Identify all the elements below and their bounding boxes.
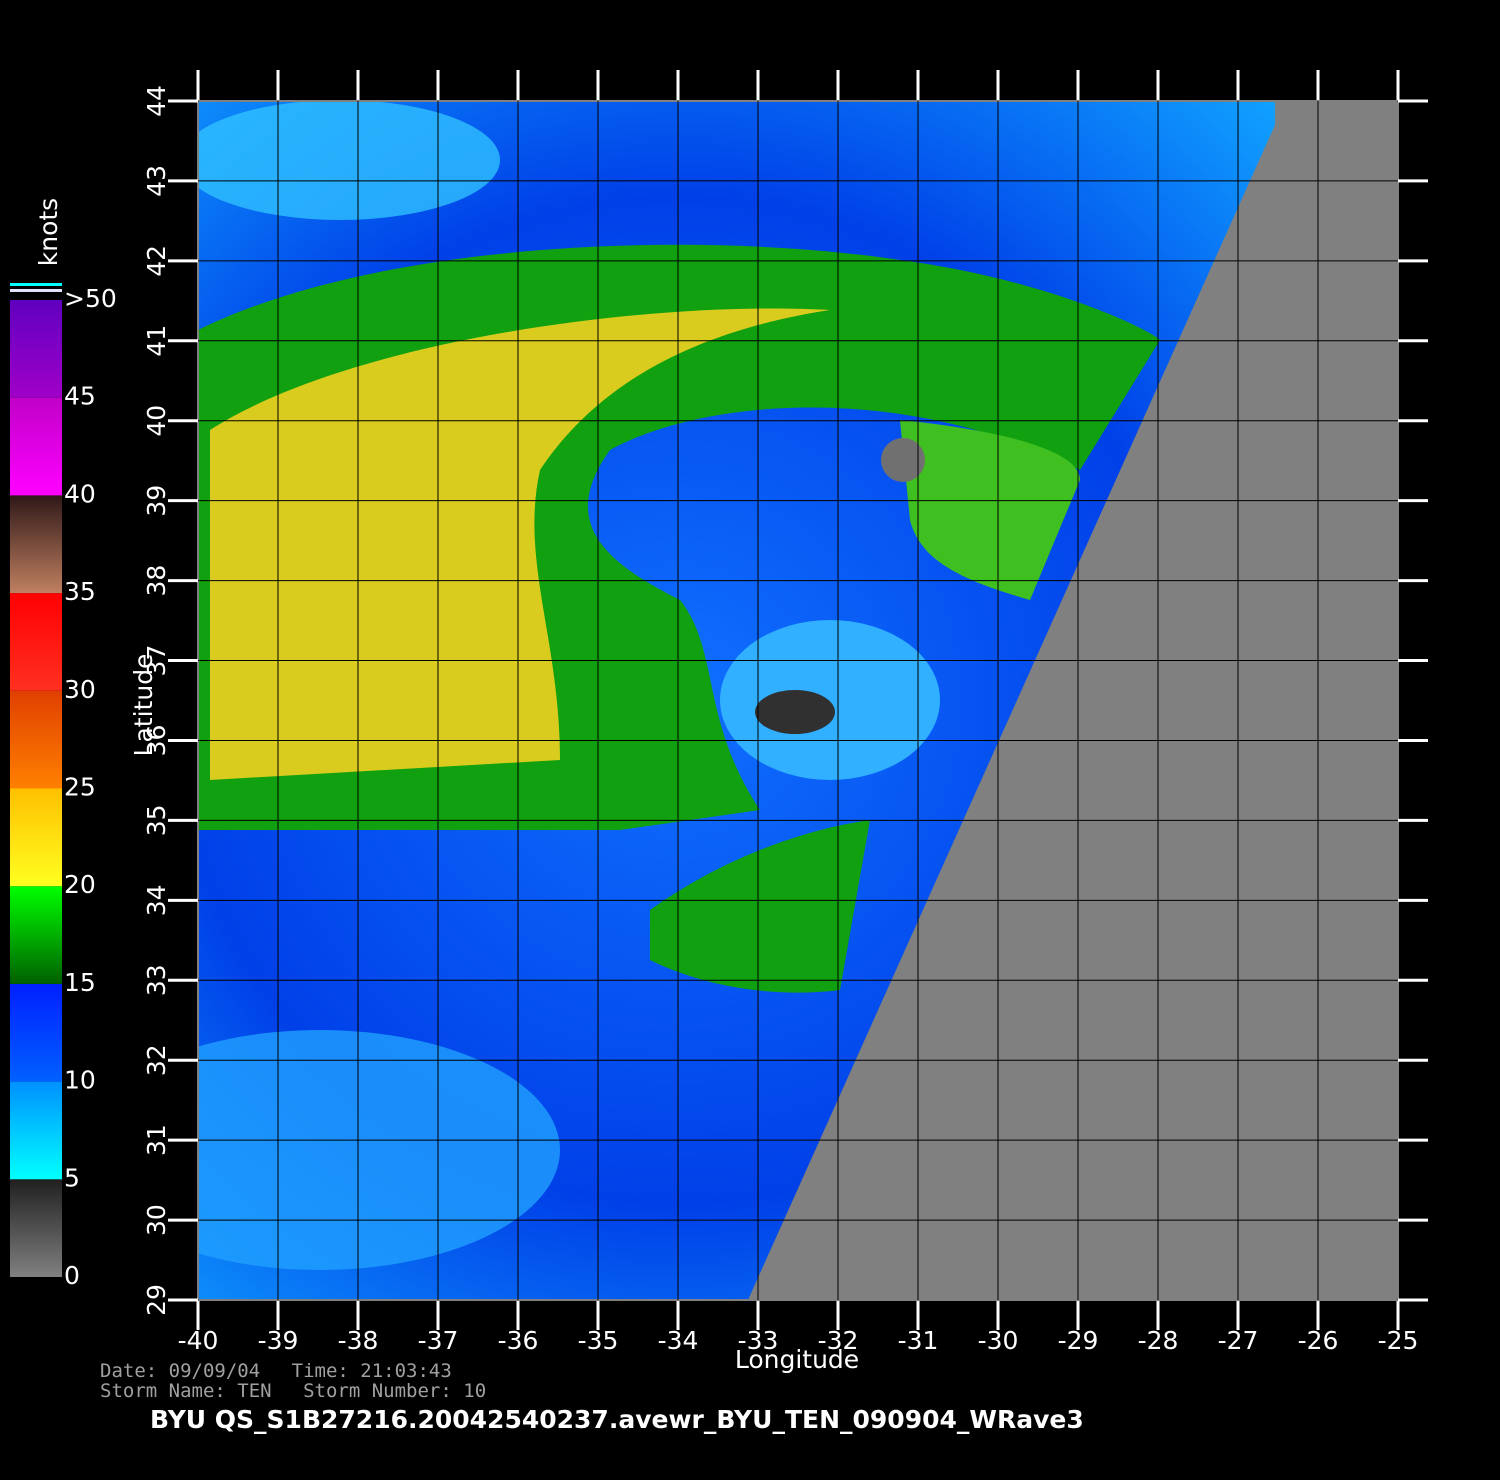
y-tick-label: 41 [142, 325, 171, 357]
colorbar-tick-label: 0 [64, 1261, 80, 1290]
y-tick-label: 31 [142, 1124, 171, 1156]
y-tick-label: 30 [142, 1204, 171, 1236]
y-axis-label: Latitude [129, 654, 158, 757]
title: BYU QS_S1B27216.20042540237.avewr_BYU_TE… [150, 1405, 1084, 1434]
wind-band [650, 820, 870, 993]
colorbar-tick-label: 15 [64, 968, 96, 997]
colorbar-tick-label: 30 [64, 675, 96, 704]
x-tick-label: -39 [258, 1326, 299, 1355]
y-tick-label: 38 [142, 565, 171, 597]
y-tick-label: 33 [142, 964, 171, 996]
wind-band [210, 308, 830, 780]
storm-eye [755, 690, 835, 734]
x-tick-label: -36 [498, 1326, 539, 1355]
colorbar-tick-label: 10 [64, 1066, 96, 1095]
colorbar-band [10, 788, 62, 887]
colorbar-band [10, 690, 62, 789]
x-tick-label: -30 [978, 1326, 1019, 1355]
colorbar-band [10, 983, 62, 1082]
info-line: Storm Name: TEN Storm Number: 10 [100, 1380, 486, 1402]
info-line: Date: 09/09/04 Time: 21:03:43 [100, 1360, 452, 1382]
colorbar-tick-label: 45 [64, 382, 96, 411]
x-tick-label: -38 [338, 1326, 379, 1355]
storm-center [720, 620, 940, 780]
y-tick-label: 40 [142, 405, 171, 437]
y-tick-label: 36 [142, 725, 171, 757]
y-tick-label: 35 [142, 804, 171, 836]
colorbar-tick-label: 25 [64, 773, 96, 802]
colorbar-tick-label: 40 [64, 479, 96, 508]
y-tick-label: 37 [142, 645, 171, 677]
x-tick-label: -28 [1138, 1326, 1179, 1355]
y-tick-label: 44 [142, 85, 171, 117]
colorbar-tick-label: 35 [64, 577, 96, 606]
colorbar-band [10, 1081, 62, 1180]
x-tick-label: -26 [1298, 1326, 1339, 1355]
x-tick-label: -32 [818, 1326, 859, 1355]
x-tick-label: -31 [898, 1326, 939, 1355]
x-tick-label: -35 [578, 1326, 619, 1355]
x-tick-label: -40 [178, 1326, 219, 1355]
x-tick-label: -29 [1058, 1326, 1099, 1355]
x-tick-label: -37 [418, 1326, 459, 1355]
colorbar-band [10, 886, 62, 984]
calm-area [198, 101, 500, 220]
y-tick-label: 39 [142, 485, 171, 517]
island [881, 438, 925, 482]
y-tick-label: 43 [142, 165, 171, 197]
x-tick-label: -25 [1378, 1326, 1419, 1355]
y-tick-label: 42 [142, 245, 171, 277]
colorbar-band [10, 1179, 62, 1277]
colorbar-cap [10, 283, 62, 286]
colorbar-tick-label: >50 [64, 284, 117, 313]
colorbar-tick-label: 5 [64, 1163, 80, 1192]
x-axis-label: Longitude [735, 1345, 859, 1374]
colorbar-band [10, 397, 62, 496]
colorbar-band [10, 593, 62, 691]
y-tick-label: 34 [142, 884, 171, 916]
colorbar-title: knots [34, 198, 63, 266]
x-tick-label: -34 [658, 1326, 699, 1355]
y-tick-label: 29 [142, 1284, 171, 1316]
colorbar-band [10, 495, 62, 594]
no-data [748, 101, 1398, 1300]
wind-band [900, 420, 1080, 600]
colorbar-cap [10, 289, 62, 292]
colorbar-band [10, 300, 62, 398]
calm-area [198, 1030, 560, 1270]
y-tick-label: 32 [142, 1044, 171, 1076]
x-tick-label: -33 [738, 1326, 779, 1355]
x-tick-label: -27 [1218, 1326, 1259, 1355]
colorbar-tick-label: 20 [64, 870, 96, 899]
